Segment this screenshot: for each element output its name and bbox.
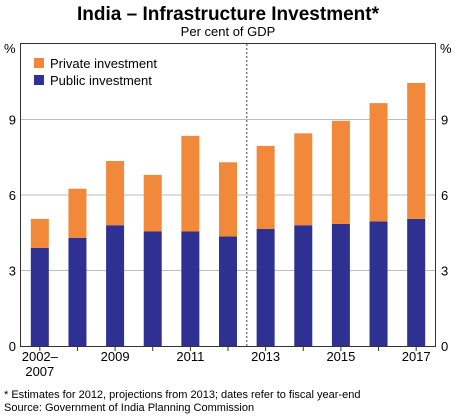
bar-private-4 xyxy=(181,135,200,232)
bar-private-0 xyxy=(30,218,49,248)
x-tick-label-4: 2013 xyxy=(251,349,280,364)
bar-public-10 xyxy=(407,218,426,346)
x-tick-label-0: 2002– xyxy=(22,349,59,364)
source-note: Source: Government of India Planning Com… xyxy=(4,402,254,414)
bar-public-8 xyxy=(331,223,350,346)
right-axis-unit: % xyxy=(440,41,452,56)
bar-public-2 xyxy=(106,225,125,346)
y-tick-label-left-9: 9 xyxy=(9,113,16,128)
bar-private-3 xyxy=(143,174,162,232)
y-tick-label-right-6: 6 xyxy=(441,188,448,203)
chart-subtitle: Per cent of GDP xyxy=(181,24,276,39)
legend-swatch-public xyxy=(34,75,44,85)
bar-private-5 xyxy=(219,162,237,237)
y-tick-label-left-0: 0 xyxy=(9,339,16,354)
y-axis-left: 0 3 6 9 xyxy=(9,113,16,355)
bar-private-2 xyxy=(106,161,125,226)
y-tick-label-left-6: 6 xyxy=(9,188,16,203)
bar-private-7 xyxy=(294,133,313,226)
bar-private-8 xyxy=(331,120,350,224)
bar-public-9 xyxy=(369,221,388,346)
y-tick-label-right-0: 0 xyxy=(441,339,448,354)
x-tick-label-6: 2017 xyxy=(402,349,431,364)
x-tick-label-3: 2011 xyxy=(176,349,204,364)
y-tick-label-left-3: 3 xyxy=(9,264,16,279)
x-tick-label-1: 2007 xyxy=(25,364,54,379)
x-tick-label-5: 2015 xyxy=(326,349,355,364)
y-tick-label-right-3: 3 xyxy=(441,264,448,279)
legend-label-private: Private investment xyxy=(50,56,157,71)
x-tick-label-2: 2009 xyxy=(101,349,130,364)
legend-label-public: Public investment xyxy=(50,73,152,88)
bar-private-10 xyxy=(407,83,426,219)
bar-public-5 xyxy=(219,236,237,346)
y-tick-label-right-9: 9 xyxy=(441,113,448,128)
left-axis-unit: % xyxy=(4,41,16,56)
bar-group xyxy=(30,83,426,346)
bar-private-6 xyxy=(256,145,275,229)
bar-private-1 xyxy=(68,188,87,238)
bar-public-3 xyxy=(143,231,162,346)
x-axis: 2002–2007 2009 2011 2013 2015 2017 xyxy=(22,346,431,379)
bar-private-9 xyxy=(369,103,388,222)
footnote: * Estimates for 2012, projections from 2… xyxy=(4,389,360,401)
bar-public-7 xyxy=(294,225,313,346)
legend: Private investment Public investment xyxy=(34,56,157,88)
bar-public-0 xyxy=(30,247,49,346)
bar-public-1 xyxy=(68,237,87,346)
bar-public-6 xyxy=(256,228,275,346)
bar-public-4 xyxy=(181,231,200,346)
y-axis-right: 0 3 6 9 xyxy=(441,113,448,355)
legend-swatch-private xyxy=(34,58,44,68)
chart-title: India – Infrastructure Investment* xyxy=(77,4,380,25)
